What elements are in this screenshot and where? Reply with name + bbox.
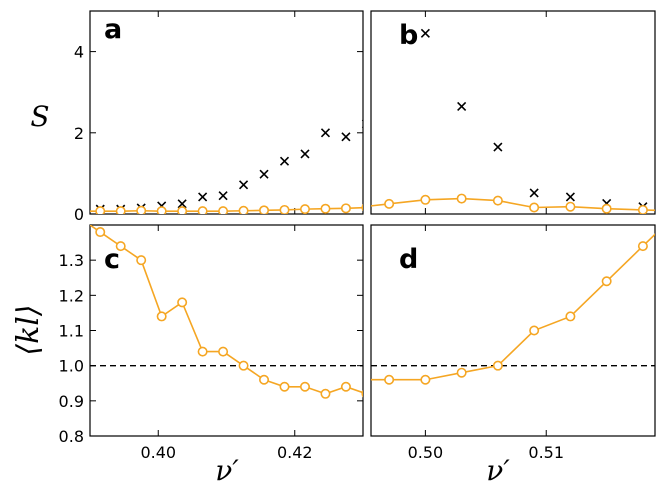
data-point-circle [115,241,126,252]
data-point-cross [493,142,503,152]
data-point-circle [565,311,576,322]
data-point-circle [361,203,363,212]
x-tick-label: 0.50 [408,443,444,462]
panel-c: 0.8 0.9 1.0 1.1 1.2 1.3 0.40 0.42 c [59,224,364,462]
panel-b-frame [370,10,656,215]
data-point-circle [115,206,126,214]
data-point-circle [637,241,648,252]
data-point-cross [361,119,363,129]
data-point-circle [456,367,467,378]
y-tick-label: 1.3 [59,251,84,270]
data-point-circle [136,255,147,266]
data-point-circle [177,206,188,214]
data-point-circle [492,360,503,371]
series-line [371,233,655,381]
data-point-circle [637,204,648,214]
y-axis-label-kl: ⟨kl⟩ [11,304,46,355]
data-point-cross [218,191,228,201]
data-point-circle [492,195,503,206]
x-tick-label: 0.51 [528,443,564,462]
panel-a: 0 2 4 a [74,10,364,224]
series-line [90,206,363,212]
data-point-circle [259,374,270,385]
data-point-circle [238,205,249,214]
data-point-cross [341,132,351,142]
data-point-cross [177,199,187,209]
data-point-circle [177,297,188,308]
data-point-circle [601,203,612,214]
data-point-circle [361,390,363,398]
data-point-cross [238,180,249,190]
y-axis-label-s: S [30,100,49,133]
data-point-circle [279,381,290,392]
data-point-circle [299,381,310,392]
x-tick-label: 0.42 [277,443,313,462]
data-point-cross [259,169,269,179]
data-point-circle [299,204,310,214]
panel-b: b [370,10,656,215]
data-point-circle [340,381,351,392]
data-point-circle [384,374,395,385]
data-point-circle [320,388,331,399]
data-point-circle [384,198,395,209]
y-tick-label: 1.2 [59,286,84,305]
data-point-circle [95,227,106,238]
data-point-cross [320,128,331,138]
data-point-circle [420,194,431,205]
panel-letter-b: b [399,20,418,51]
data-point-circle [420,374,431,385]
y-tick-label: 1.0 [59,357,84,376]
panel-c-data [90,225,363,399]
x-axis-label-d: ν′ [486,454,510,487]
data-point-circle [279,204,290,214]
data-point-circle [340,203,351,214]
y-tick-label: 4 [74,43,84,62]
data-point-circle [565,201,576,212]
data-point-circle [218,346,229,357]
data-point-circle [456,193,467,204]
y-tick-label: 2 [74,124,84,143]
data-point-circle [529,202,540,213]
data-point-circle [238,360,249,371]
series-line [371,197,655,212]
data-point-circle [197,206,208,214]
series-line [90,225,363,395]
data-point-cross [529,188,539,198]
data-point-circle [259,205,270,214]
panel-b-data [371,28,655,214]
y-tick-label: 0 [74,205,84,224]
data-point-circle [529,325,540,336]
x-axis-label-c: ν′ [215,454,239,487]
x-tick-label: 0.40 [140,443,176,462]
panel-d-data [371,233,655,385]
data-point-cross [420,28,430,38]
data-point-cross [198,192,208,202]
data-point-cross [279,156,290,166]
data-point-circle [218,206,229,214]
panel-a-frame [89,10,364,215]
data-point-cross [565,192,575,202]
panel-c-frame [89,224,364,437]
data-point-circle [156,311,167,322]
data-point-cross [457,101,467,111]
panel-letter-c: c [104,244,120,275]
data-point-circle [197,346,208,357]
y-tick-label: 1.1 [59,322,84,341]
data-point-circle [320,203,331,214]
data-point-circle [601,276,612,287]
panel-d-frame [370,224,656,437]
panel-a-data [90,119,363,214]
data-point-circle [136,205,147,214]
data-point-circle [95,206,106,214]
panel-letter-a: a [104,14,122,45]
data-point-cross [300,149,310,159]
y-tick-label: 0.9 [59,392,84,411]
data-point-circle [156,206,167,214]
panel-d: 0.50 0.51 d [370,224,656,462]
y-tick-label: 0.8 [59,427,84,446]
panel-letter-d: d [399,244,418,275]
